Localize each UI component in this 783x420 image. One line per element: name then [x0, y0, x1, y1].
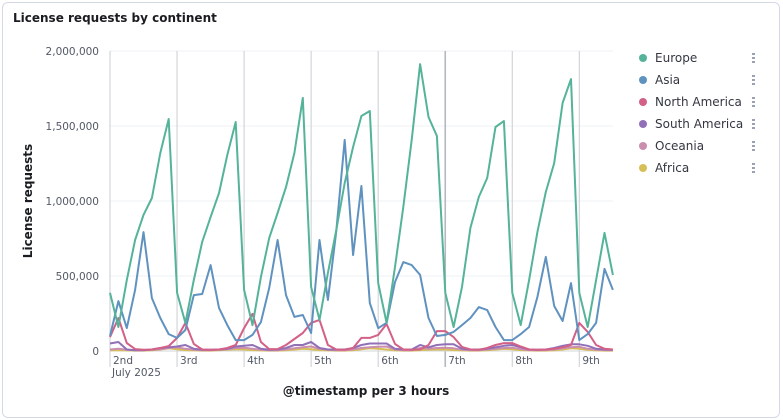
legend-label: Africa [655, 161, 689, 175]
legend-label: Europe [655, 51, 697, 65]
legend-label: North America [655, 95, 742, 109]
series-line-north-america[interactable] [109, 312, 613, 351]
y-tick-label: 0 [92, 346, 99, 358]
x-tick-label: 8th [515, 355, 532, 367]
y-axis-title: License requests [21, 144, 35, 258]
x-axis-title: @timestamp per 3 hours [283, 384, 449, 398]
legend-item-africa[interactable]: Africa [639, 161, 755, 175]
legend-color-dot-icon [639, 120, 647, 128]
series-line-europe[interactable] [109, 63, 614, 328]
legend: Europe Asia North America South America Ocea… [639, 51, 755, 175]
legend-color-dot-icon [639, 76, 647, 84]
y-tick-label: 1,000,000 [46, 196, 99, 208]
legend-color-dot-icon [639, 164, 647, 172]
x-tick-label: 5th [314, 355, 331, 367]
legend-item-south-america[interactable]: South America [639, 117, 755, 131]
series-line-asia[interactable] [109, 138, 614, 342]
vertical-dots-icon[interactable] [752, 119, 755, 129]
vertical-dots-icon[interactable] [752, 163, 755, 173]
x-tick-label: 9th [582, 355, 599, 367]
y-axis: 0 500,000 1,000,000 1,500,000 2,000,000 [46, 46, 99, 358]
panel-title: License requests by continent [13, 11, 217, 25]
series-lines [109, 63, 614, 352]
vertical-dots-icon[interactable] [752, 53, 755, 63]
y-tick-label: 2,000,000 [46, 46, 99, 58]
legend-label: Asia [655, 73, 680, 87]
y-tick-label: 500,000 [56, 271, 99, 283]
x-tick-label: 3rd [180, 355, 197, 367]
x-tick-sublabel: July 2025 [111, 367, 161, 379]
legend-item-north-america[interactable]: North America [639, 95, 755, 109]
legend-label: South America [655, 117, 743, 131]
x-axis: 2nd 3rd 4th 5th 6th 7th 8th 9th July 2025 [111, 355, 600, 379]
x-tick-label: 4th [247, 355, 264, 367]
grid [109, 50, 613, 367]
y-tick-label: 1,500,000 [46, 121, 99, 133]
x-tick-label: 6th [381, 355, 398, 367]
legend-color-dot-icon [639, 54, 647, 62]
vertical-dots-icon[interactable] [752, 141, 755, 151]
legend-item-europe[interactable]: Europe [639, 51, 755, 65]
vertical-dots-icon[interactable] [752, 97, 755, 107]
legend-color-dot-icon [639, 98, 647, 106]
legend-label: Oceania [655, 139, 704, 153]
legend-item-oceania[interactable]: Oceania [639, 139, 755, 153]
x-tick-label: 7th [448, 355, 465, 367]
x-tick-label: 2nd [113, 355, 133, 367]
legend-color-dot-icon [639, 142, 647, 150]
legend-item-asia[interactable]: Asia [639, 73, 755, 87]
vertical-dots-icon[interactable] [752, 75, 755, 85]
